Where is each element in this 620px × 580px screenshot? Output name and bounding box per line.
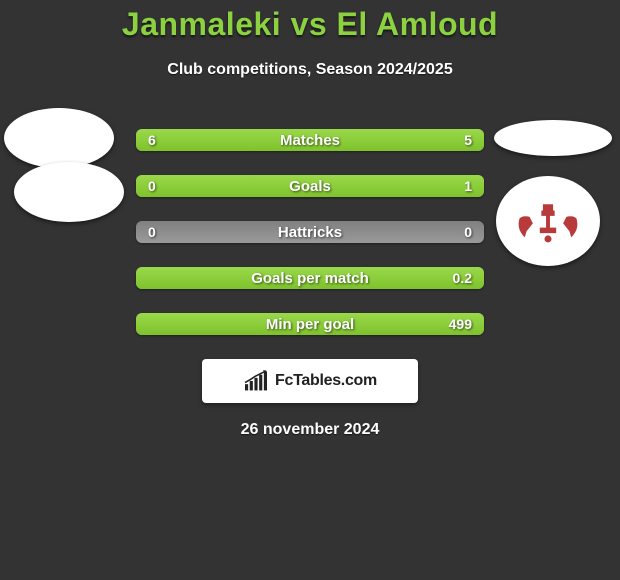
player-right-crest-2 xyxy=(496,176,600,266)
brand-text: FcTables.com xyxy=(275,372,377,390)
stat-row-min-per-goal: Min per goal 499 xyxy=(136,313,484,335)
stat-label: Hattricks xyxy=(136,221,484,243)
stat-label: Goals xyxy=(136,175,484,197)
stat-value-right: 499 xyxy=(437,313,484,335)
stat-value-right: 0.2 xyxy=(441,267,484,289)
stat-value-right: 1 xyxy=(452,175,484,197)
player-left-crest-2 xyxy=(14,162,124,222)
bar-chart-icon xyxy=(243,370,269,392)
brand-link[interactable]: FcTables.com xyxy=(202,359,418,403)
page-title: Janmaleki vs El Amloud xyxy=(0,0,620,43)
player-left-crest-1 xyxy=(4,108,114,168)
subtitle: Club competitions, Season 2024/2025 xyxy=(0,61,620,79)
player-right-crest-1 xyxy=(494,120,612,156)
stat-label: Goals per match xyxy=(136,267,484,289)
date-text: 26 november 2024 xyxy=(0,421,620,439)
stats-container: 6 Matches 5 0 Goals 1 0 Hattricks 0 Goal… xyxy=(136,129,484,335)
club-emblem-icon xyxy=(509,191,587,251)
stat-label: Matches xyxy=(136,129,484,151)
stat-row-matches: 6 Matches 5 xyxy=(136,129,484,151)
stat-value-right: 5 xyxy=(452,129,484,151)
stat-row-goals: 0 Goals 1 xyxy=(136,175,484,197)
stat-value-right: 0 xyxy=(452,221,484,243)
stat-row-goals-per-match: Goals per match 0.2 xyxy=(136,267,484,289)
stat-row-hattricks: 0 Hattricks 0 xyxy=(136,221,484,243)
stat-label: Min per goal xyxy=(136,313,484,335)
